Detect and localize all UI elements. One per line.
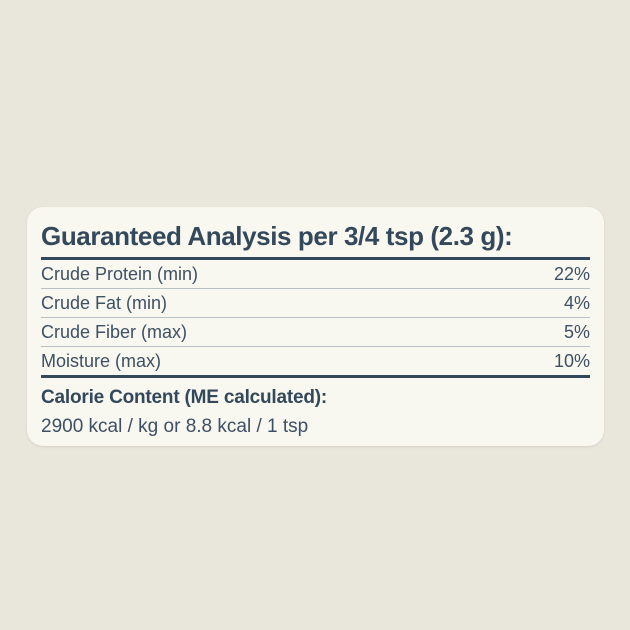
table-row-crude-protein: Crude Protein (min) 22% [41, 260, 590, 289]
table-row-moisture: Moisture (max) 10% [41, 347, 590, 375]
table-row-crude-fiber: Crude Fiber (max) 5% [41, 318, 590, 347]
row-value: 22% [553, 263, 590, 284]
guaranteed-analysis-title: Guaranteed Analysis per 3/4 tsp (2.3 g): [41, 207, 590, 260]
row-value: 10% [553, 350, 590, 371]
row-label: Crude Fat (min) [41, 292, 168, 313]
row-label: Crude Fiber (max) [41, 321, 188, 342]
calorie-content-heading: Calorie Content (ME calculated): [41, 387, 328, 408]
section-divider [41, 375, 590, 378]
table-row-crude-fat: Crude Fat (min) 4% [41, 289, 590, 318]
row-label: Moisture (max) [41, 350, 162, 371]
row-value: 4% [563, 292, 590, 313]
row-value: 5% [563, 321, 590, 342]
guaranteed-analysis-card: Guaranteed Analysis per 3/4 tsp (2.3 g):… [27, 207, 604, 446]
row-label: Crude Protein (min) [41, 263, 199, 284]
calorie-content-detail: 2900 kcal / kg or 8.8 kcal / 1 tsp [41, 416, 309, 437]
analysis-table: Crude Protein (min) 22% Crude Fat (min) … [41, 260, 590, 375]
